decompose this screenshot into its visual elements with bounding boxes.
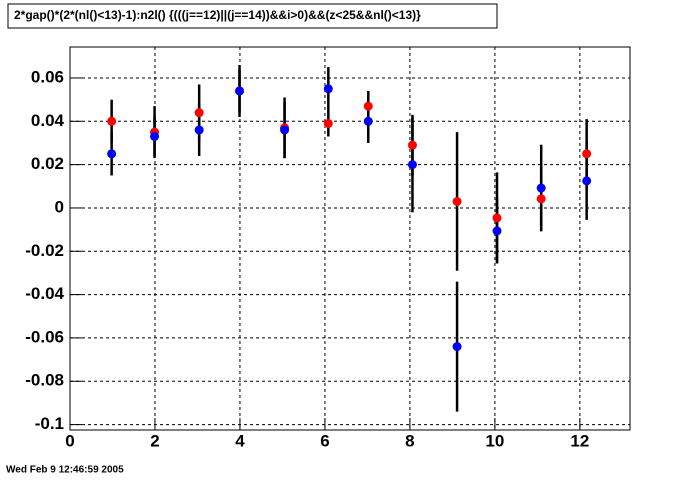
- y-tick-label: -0.02: [25, 241, 64, 260]
- point: [323, 118, 333, 128]
- point: [194, 108, 204, 118]
- point: [235, 86, 245, 96]
- x-tick-label: 4: [235, 431, 245, 450]
- y-tick-label: -0.1: [35, 414, 64, 433]
- point: [582, 149, 592, 159]
- point: [407, 160, 417, 170]
- point: [363, 101, 373, 111]
- footer-date: Wed Feb 9 12:46:59 2005: [6, 465, 124, 476]
- plot-frame: [69, 46, 631, 431]
- point: [492, 226, 502, 236]
- y-tick-label: 0.04: [31, 111, 65, 130]
- chart-title: 2*gap()*(2*(nl()<13)-1):n2l() {(((j==12)…: [14, 8, 421, 22]
- point: [407, 140, 417, 150]
- point: [452, 342, 462, 352]
- x-tick-label: 10: [485, 431, 504, 450]
- point: [363, 116, 373, 126]
- point: [452, 196, 462, 206]
- x-tick-label: 6: [320, 431, 329, 450]
- y-tick-label: -0.04: [25, 284, 64, 303]
- point: [194, 125, 204, 135]
- x-tick-label: 0: [65, 431, 74, 450]
- y-tick-label: 0.06: [31, 67, 64, 86]
- x-tick-label: 8: [405, 431, 414, 450]
- point: [536, 194, 546, 204]
- point: [323, 84, 333, 94]
- y-tick-label: 0: [55, 197, 64, 216]
- point: [536, 183, 546, 193]
- point: [150, 131, 160, 141]
- x-tick-label: 12: [570, 431, 589, 450]
- point: [107, 149, 117, 159]
- title-box: [7, 3, 498, 29]
- y-tick-label: -0.06: [25, 327, 64, 346]
- x-tick-label: 2: [150, 431, 159, 450]
- y-tick-label: 0.02: [31, 154, 64, 173]
- point: [582, 176, 592, 186]
- point: [492, 213, 502, 223]
- point: [107, 116, 117, 126]
- y-tick-label: -0.08: [25, 371, 64, 390]
- point: [280, 125, 290, 135]
